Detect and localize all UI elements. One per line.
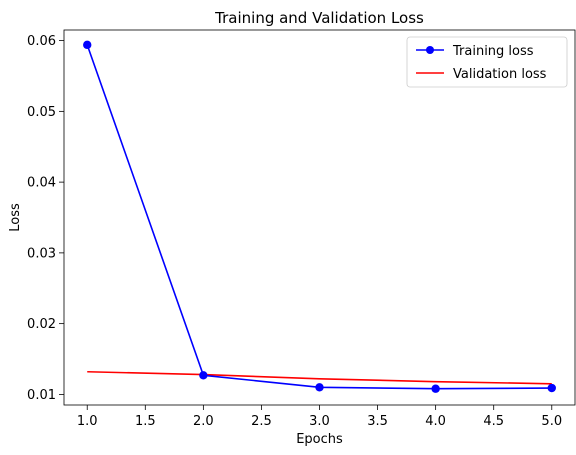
legend-box (406, 36, 568, 88)
data-point-training-loss (431, 384, 440, 393)
series-layer (83, 40, 556, 393)
x-tick-label: 3.0 (309, 414, 330, 429)
legend-marker-training (426, 46, 434, 54)
x-axis-label: Epochs (296, 432, 343, 447)
x-axis: 1.0 1.5 2.0 2.5 3.0 3.5 4.0 4.5 5.0 (77, 405, 562, 429)
x-tick-label: 4.5 (483, 414, 504, 429)
chart-title: Training and Validation Loss (214, 9, 424, 27)
x-tick-label: 1.5 (135, 414, 156, 429)
data-point-training-loss (547, 383, 556, 393)
x-tick-label: 5.0 (541, 414, 562, 429)
y-tick-label: 0.03 (27, 246, 56, 261)
x-tick-label: 2.5 (251, 414, 272, 429)
data-point-training-loss (199, 371, 208, 380)
series-line-training-loss (86, 44, 552, 390)
y-tick-label: 0.02 (27, 317, 56, 332)
legend-label-validation: Validation loss (453, 67, 547, 82)
x-tick-label: 4.0 (425, 414, 446, 429)
x-tick-label: 3.5 (367, 414, 388, 429)
x-tick-label: 1.0 (77, 414, 98, 429)
y-tick-label: 0.06 (27, 34, 56, 49)
y-tick-label: 0.04 (27, 176, 56, 191)
series-line-validation-loss (87, 370, 552, 385)
y-tick-label: 0.05 (27, 105, 56, 120)
x-tick-label: 2.0 (193, 414, 214, 429)
y-axis-label: Loss (8, 203, 23, 232)
y-axis: 0.01 0.02 0.03 0.04 0.05 0.06 (27, 34, 64, 403)
legend-label-training: Training loss (452, 44, 534, 59)
y-tick-label: 0.01 (27, 388, 56, 403)
data-point-training-loss (315, 383, 324, 392)
data-point-training-loss (83, 40, 92, 50)
legend: Training loss Validation loss (406, 36, 568, 88)
